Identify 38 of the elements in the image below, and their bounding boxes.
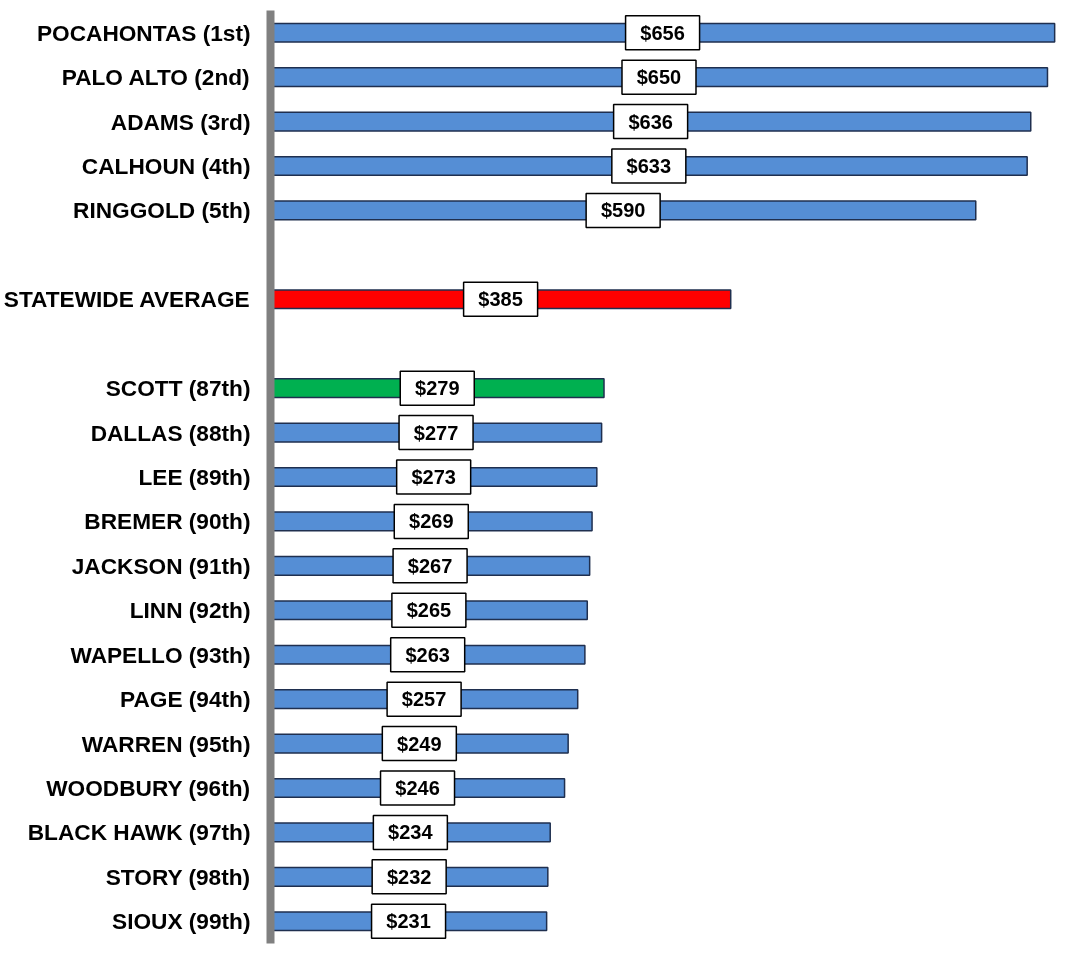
data-label: $277 <box>413 421 459 444</box>
data-label: $267 <box>407 554 453 577</box>
y-tick-label: RINGGOLD (5th) <box>73 197 251 224</box>
data-label: $263 <box>405 643 450 666</box>
data-label: $385 <box>478 288 523 311</box>
y-tick-label: CALHOUN (4th) <box>81 153 251 179</box>
y-tick-label: JACKSON (91th) <box>71 552 251 579</box>
y-tick-label: WAPELLO (93th) <box>70 641 251 668</box>
y-tick-label: SCOTT (87th) <box>105 375 251 402</box>
data-label: $636 <box>628 110 673 133</box>
data-label: $249 <box>397 732 442 755</box>
y-tick-label: STORY (98th) <box>105 863 251 890</box>
y-tick-label: BLACK HAWK (97th) <box>27 819 251 846</box>
y-tick-label: DALLAS (88th) <box>90 419 251 446</box>
data-label: $246 <box>395 777 440 799</box>
data-label: $269 <box>409 510 454 533</box>
data-label: $257 <box>401 688 447 711</box>
data-label: $232 <box>386 865 432 888</box>
y-tick-label: LINN (92th) <box>129 597 251 624</box>
y-tick-label: PAGE (94th) <box>120 686 251 713</box>
y-tick-label: WOODBURY (96th) <box>46 775 251 801</box>
y-tick-label: PALO ALTO (2nd) <box>61 64 250 91</box>
y-tick-label: WARREN (95th) <box>81 730 251 757</box>
data-label: $273 <box>411 466 456 488</box>
data-label: $231 <box>386 910 431 933</box>
data-label: $590 <box>600 199 646 222</box>
data-label: $234 <box>388 821 434 844</box>
data-label: $656 <box>640 21 685 44</box>
data-label: $279 <box>415 377 460 400</box>
data-label: $633 <box>626 155 672 177</box>
y-tick-label: BREMER (90th) <box>84 508 251 535</box>
y-tick-label: LEE (89th) <box>138 464 251 490</box>
data-label: $650 <box>636 66 682 89</box>
y-tick-label: POCAHONTAS (1st) <box>36 19 251 46</box>
y-tick-label: ADAMS (3rd) <box>110 108 251 135</box>
data-label: $265 <box>406 599 452 622</box>
y-tick-label: STATEWIDE AVERAGE <box>3 286 250 313</box>
y-tick-label: SIOUX (99th) <box>112 908 251 935</box>
